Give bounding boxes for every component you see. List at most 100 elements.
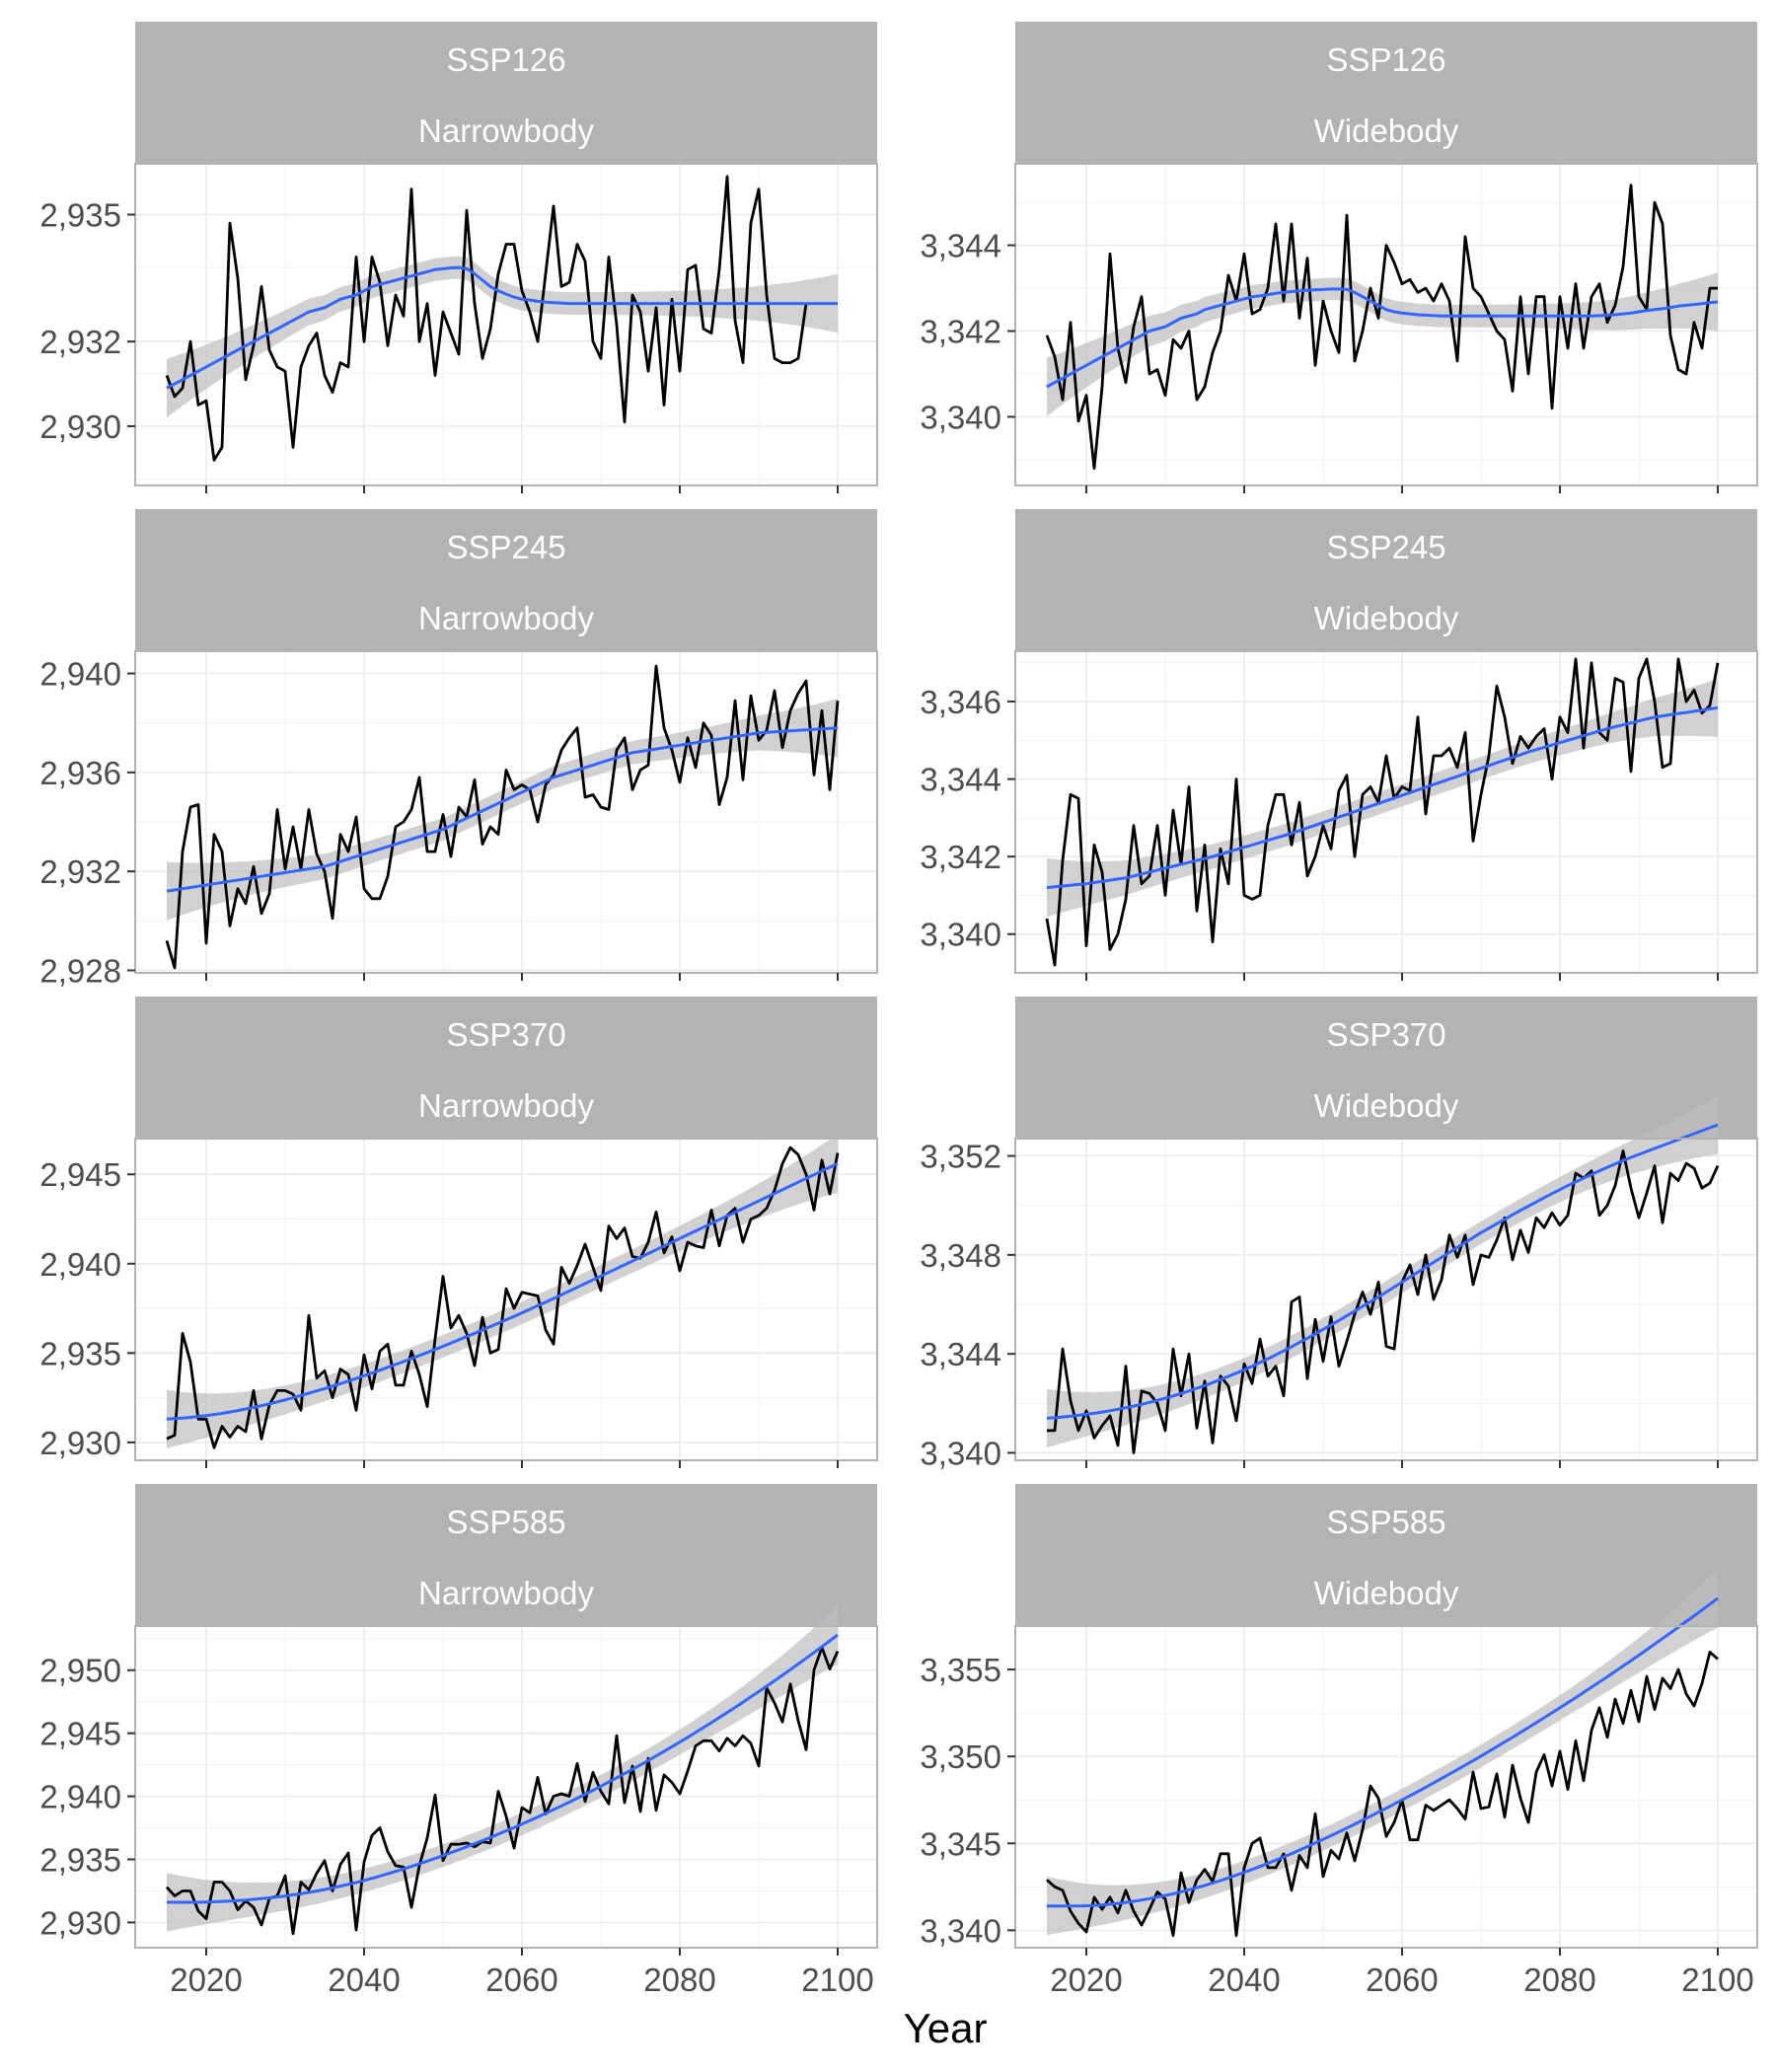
observed-series-line [165, 1646, 840, 1936]
smooth-trend-line [166, 265, 838, 390]
strip-label-category: Widebody [1314, 112, 1459, 149]
facet-strip [1015, 997, 1757, 1139]
observed-series-line [165, 175, 808, 462]
y-tick-label: 3,340 [920, 1435, 1001, 1471]
y-tick-label: 3,344 [920, 762, 1001, 798]
x-tick-label: 2080 [643, 1961, 715, 1998]
smooth-trend-line [1046, 287, 1719, 389]
y-tick-label: 3,344 [920, 1336, 1001, 1372]
strip-label-scenario: SSP245 [446, 529, 565, 565]
strip-label-scenario: SSP585 [1326, 1504, 1445, 1540]
strip-label-category: Narrowbody [418, 112, 594, 149]
x-tick-label: 2100 [801, 1961, 873, 1998]
observed-series-line [1046, 1651, 1719, 1938]
strip-label-scenario: SSP370 [446, 1016, 565, 1053]
observed-series-line [1047, 1149, 1720, 1454]
y-tick-label: 3,340 [920, 917, 1001, 953]
panel-border [134, 1138, 878, 1461]
y-tick-label: 3,342 [920, 839, 1001, 875]
strip-label-category: Narrowbody [418, 1087, 594, 1124]
facet-strip [1015, 509, 1757, 651]
confidence-ribbon [167, 256, 838, 417]
panel-grid [135, 651, 877, 973]
strip-label-category: Narrowbody [418, 600, 594, 636]
panel-border [1014, 1138, 1758, 1461]
facet-panel-ssp370-narrowbody: SSP370 Narrowbody 2,930 2,935 2,940 2,945 [39, 997, 878, 1468]
facet-strip [135, 22, 877, 164]
y-tick-label: 2,930 [39, 408, 121, 445]
panel-border [1014, 1625, 1758, 1949]
facet-strip [135, 1484, 877, 1626]
panel-border [1014, 650, 1758, 974]
confidence-ribbon [1047, 272, 1718, 416]
smooth-trend-line [1046, 705, 1719, 890]
y-tick-label: 2,935 [39, 1842, 121, 1879]
strip-label-category: Widebody [1314, 600, 1459, 636]
y-tick-label: 2,932 [39, 853, 121, 890]
y-tick-label: 3,340 [920, 399, 1001, 435]
smooth-trend-line [1047, 1596, 1719, 1908]
strip-label-category: Widebody [1314, 1087, 1459, 1124]
y-tick-label: 3,342 [920, 314, 1001, 350]
y-tick-label: 2,930 [39, 1425, 121, 1461]
x-tick-label: 2040 [1208, 1961, 1280, 1998]
panel-border [1014, 163, 1758, 486]
facet-strip [135, 997, 877, 1139]
smooth-trend-line [166, 726, 839, 893]
y-tick-label: 2,928 [39, 952, 121, 989]
y-tick-label: 2,935 [39, 1335, 121, 1371]
y-tick-label: 2,950 [39, 1653, 121, 1689]
y-tick-label: 3,340 [920, 1912, 1001, 1949]
facet-panel-ssp245-narrowbody: SSP245 Narrowbody 2,928 2,932 2,936 2,940 [39, 509, 878, 989]
x-tick-label: 2020 [1050, 1961, 1122, 1998]
x-tick-label: 2080 [1523, 1961, 1595, 1998]
y-tick-label: 2,945 [39, 1156, 121, 1193]
strip-label-scenario: SSP126 [1326, 41, 1445, 78]
confidence-ribbon [167, 1134, 838, 1448]
facet-panel-ssp245-widebody: SSP245 Widebody 3,340 3,342 3,344 3,346 [920, 509, 1758, 981]
facet-strip [135, 509, 877, 651]
strip-label-scenario: SSP585 [446, 1504, 565, 1540]
y-tick-label: 2,940 [39, 1246, 121, 1283]
confidence-ribbon [1047, 1569, 1718, 1936]
facet-strip [1015, 1484, 1757, 1626]
facet-panel-ssp585-widebody: SSP585 Widebody 3,340 3,345 3,350 3,355 2020 20… [920, 1484, 1758, 1998]
y-tick-label: 2,940 [39, 1779, 121, 1815]
y-tick-label: 2,932 [39, 324, 121, 360]
smooth-trend-line [167, 1633, 839, 1904]
y-tick-label: 2,935 [39, 196, 121, 233]
x-tick-label: 2040 [328, 1961, 400, 1998]
panel-border [134, 1625, 878, 1949]
x-tick-label: 2060 [1366, 1961, 1438, 1998]
x-tick-label: 2100 [1681, 1961, 1753, 1998]
observed-series-line [166, 1146, 840, 1449]
y-tick-label: 3,355 [920, 1652, 1001, 1688]
y-tick-label: 3,344 [920, 228, 1001, 264]
facet-strip [1015, 22, 1757, 164]
y-tick-label: 3,348 [920, 1237, 1001, 1274]
y-tick-label: 3,350 [920, 1739, 1001, 1775]
x-tick-label: 2020 [170, 1961, 242, 1998]
y-tick-label: 2,930 [39, 1904, 121, 1941]
y-tick-label: 3,346 [920, 684, 1001, 720]
confidence-ribbon [1047, 1095, 1718, 1447]
x-tick-label: 2060 [485, 1961, 557, 1998]
strip-label-scenario: SSP245 [1326, 529, 1445, 565]
strip-label-category: Widebody [1314, 1575, 1459, 1611]
facet-panel-ssp126-narrowbody: SSP126 Narrowbody 2,930 2,932 2,935 [39, 22, 878, 493]
strip-label-scenario: SSP126 [446, 41, 565, 78]
observed-series-line [1045, 657, 1720, 967]
panel-border [134, 163, 878, 486]
y-tick-label: 3,352 [920, 1139, 1001, 1175]
facet-panel-ssp370-widebody: SSP370 Widebody 3,340 3,344 3,348 3,352 [920, 997, 1758, 1471]
smooth-trend-line [166, 1162, 839, 1421]
strip-label-scenario: SSP370 [1326, 1016, 1445, 1053]
facet-panel-ssp585-narrowbody: SSP585 Narrowbody 2,930 2,935 2,940 2,945 2,95… [39, 1484, 878, 1998]
smooth-trend-line [1046, 1123, 1719, 1420]
y-tick-label: 2,936 [39, 755, 121, 791]
facet-panel-ssp126-widebody: SSP126 Widebody 3,340 3,342 3,344 [920, 22, 1758, 493]
x-axis-title: Year [904, 2005, 988, 2051]
panels-group: SSP126 Narrowbody 2,930 2,932 2,935 SSP126 Wid… [39, 22, 1758, 1998]
y-tick-label: 2,940 [39, 656, 121, 693]
